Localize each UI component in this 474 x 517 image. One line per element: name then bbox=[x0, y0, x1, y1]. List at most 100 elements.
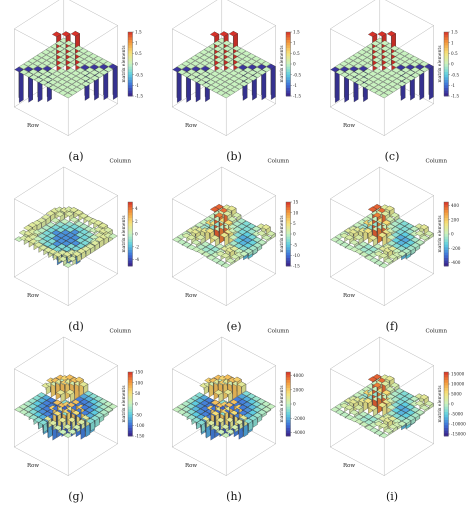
bar bbox=[401, 78, 412, 84]
bar bbox=[215, 243, 225, 250]
bar bbox=[85, 418, 96, 432]
colorbar-step bbox=[286, 255, 291, 259]
bar bbox=[220, 87, 231, 93]
bar bbox=[42, 60, 52, 66]
colorbar-step bbox=[286, 37, 291, 41]
colorbar-step bbox=[444, 250, 449, 254]
colorbar-step bbox=[128, 433, 133, 437]
bar bbox=[344, 404, 354, 415]
bar bbox=[391, 62, 401, 68]
bar bbox=[392, 78, 402, 85]
panel-9-chart: Column Row 15000 10000 5000 0 -5000 -10000 -1500… bbox=[329, 328, 466, 476]
bar bbox=[237, 53, 247, 60]
bar bbox=[230, 86, 240, 93]
colorbar-step bbox=[128, 212, 133, 216]
colorbar-tick-label: 0 bbox=[293, 402, 296, 407]
bar bbox=[248, 245, 258, 255]
bar bbox=[383, 78, 393, 85]
colorbar-step bbox=[286, 42, 291, 46]
colorbar-step bbox=[286, 260, 291, 264]
bar bbox=[76, 78, 86, 85]
bar bbox=[349, 239, 359, 248]
bar bbox=[205, 73, 216, 80]
bar bbox=[358, 71, 369, 77]
colorbar-tick-label: 0 bbox=[293, 232, 296, 237]
bar bbox=[353, 63, 363, 69]
bar bbox=[383, 257, 394, 266]
column-axis-label: Column bbox=[267, 158, 289, 164]
bar bbox=[377, 402, 388, 417]
colorbar-step bbox=[128, 420, 133, 424]
colorbar-tick-label: 0 bbox=[135, 402, 138, 407]
colorbar: 400 200 0 -200 -400 matrix elements bbox=[437, 201, 461, 267]
panel-8-chart: Column Row 4000 2000 0 -2000 -4000 matrix eleme… bbox=[171, 328, 305, 476]
bar bbox=[38, 68, 48, 75]
panel-label: (f) bbox=[385, 320, 399, 333]
colorbar-step bbox=[286, 401, 291, 405]
bar bbox=[78, 48, 89, 54]
bar bbox=[419, 224, 429, 237]
colorbar-step bbox=[286, 409, 291, 413]
colorbar-step bbox=[128, 223, 133, 227]
colorbar-step bbox=[444, 417, 449, 421]
colorbar-step bbox=[128, 48, 133, 52]
bar bbox=[200, 71, 211, 77]
bar bbox=[60, 218, 70, 225]
bar bbox=[225, 428, 236, 436]
bar bbox=[185, 58, 196, 64]
bar bbox=[380, 40, 390, 46]
colorbar-step bbox=[128, 80, 133, 84]
row-axis-label: Row bbox=[185, 293, 197, 299]
bar bbox=[103, 406, 114, 414]
bar bbox=[75, 62, 85, 68]
panel-label: (e) bbox=[226, 320, 242, 333]
bar bbox=[213, 51, 223, 58]
bar bbox=[261, 61, 271, 67]
bar bbox=[38, 79, 49, 86]
bar bbox=[419, 234, 430, 243]
colorbar-title: matrix elements bbox=[121, 215, 127, 253]
panel-label: (c) bbox=[384, 150, 400, 163]
bar bbox=[41, 214, 51, 225]
colorbar-tick-label: -400 bbox=[451, 260, 461, 265]
bar bbox=[330, 236, 340, 243]
bar bbox=[50, 217, 61, 225]
colorbar-step bbox=[444, 409, 449, 413]
colorbar-step bbox=[444, 80, 449, 84]
bar bbox=[108, 233, 118, 239]
bar bbox=[239, 81, 249, 87]
bar bbox=[64, 45, 74, 52]
colorbar-tick-label: 10000 bbox=[451, 382, 465, 387]
bar bbox=[251, 55, 261, 62]
bar bbox=[364, 424, 374, 431]
bar bbox=[372, 62, 382, 69]
bar bbox=[186, 69, 196, 75]
colorbar-tick-label: 5 bbox=[293, 221, 296, 226]
colorbar-step bbox=[444, 82, 449, 86]
bar bbox=[74, 51, 84, 57]
colorbar-step bbox=[286, 82, 291, 86]
colorbar-step bbox=[286, 385, 291, 389]
bar bbox=[28, 63, 38, 70]
colorbar-step bbox=[444, 37, 449, 41]
bar bbox=[195, 57, 205, 64]
colorbar-step bbox=[444, 255, 449, 259]
colorbar-step bbox=[128, 414, 133, 418]
colorbar-step bbox=[444, 425, 449, 429]
bar bbox=[191, 239, 201, 248]
bar bbox=[373, 79, 383, 85]
panel-label: (b) bbox=[226, 150, 242, 163]
bar bbox=[220, 81, 230, 88]
bar bbox=[195, 63, 205, 69]
bar bbox=[52, 76, 63, 83]
colorbar-step bbox=[444, 433, 449, 437]
bar bbox=[354, 79, 365, 86]
bar bbox=[257, 239, 267, 247]
bar bbox=[28, 69, 38, 75]
bar bbox=[368, 76, 379, 83]
bar bbox=[252, 412, 263, 423]
colorbar-step bbox=[128, 210, 133, 214]
bar bbox=[348, 55, 358, 61]
bar bbox=[371, 46, 381, 52]
